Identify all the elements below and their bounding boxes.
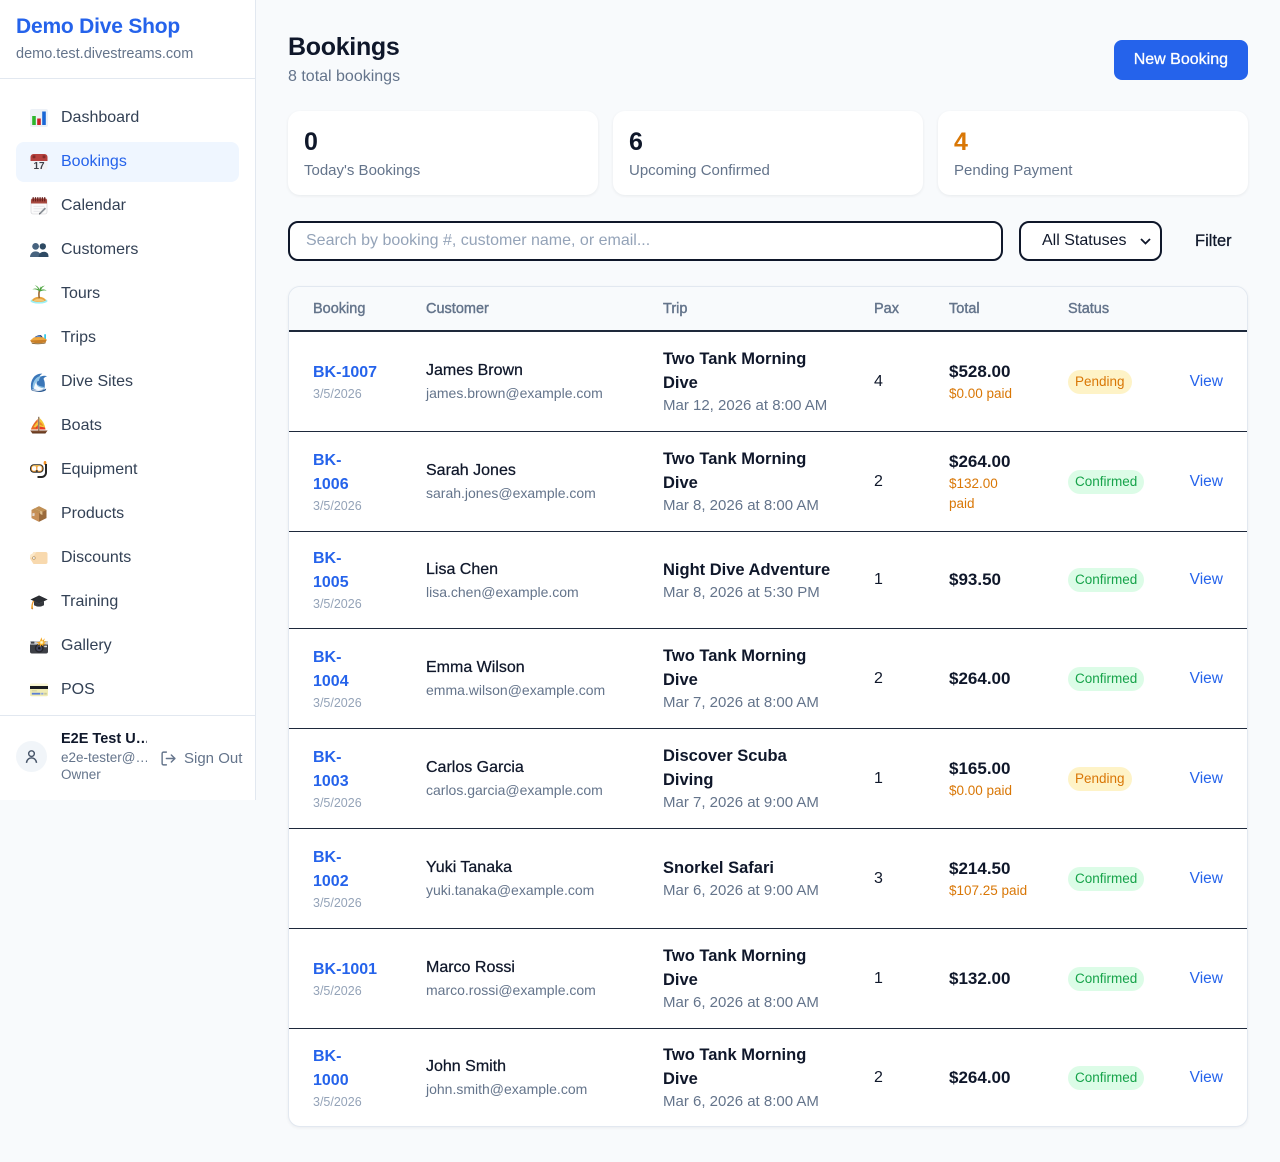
svg-text:17: 17 [33,161,45,172]
